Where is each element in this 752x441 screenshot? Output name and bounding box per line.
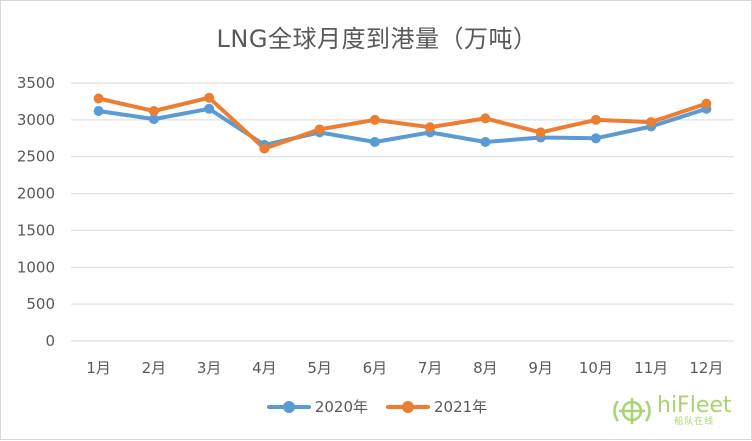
- y-tick-label: 500: [26, 295, 55, 313]
- data-point: [590, 133, 601, 144]
- series-line: [96, 95, 709, 151]
- data-point: [314, 124, 325, 135]
- data-point: [204, 103, 215, 114]
- legend-marker: [386, 400, 430, 413]
- watermark-brand: hiFleet: [657, 392, 732, 418]
- x-tick-label: 12月: [689, 359, 723, 377]
- watermark-subtitle: 船队在线: [674, 416, 715, 427]
- y-axis-ticks: 0 500 1000 1500 2000 2500 3000 3500: [17, 74, 55, 350]
- y-tick-label: 0: [45, 332, 55, 350]
- data-point: [480, 136, 491, 147]
- x-tick-label: 8月: [473, 359, 498, 377]
- y-tick-label: 1500: [17, 221, 55, 239]
- legend-item: 2020年: [266, 396, 368, 417]
- series-lines: [96, 95, 709, 151]
- y-tick-label: 1000: [17, 258, 55, 276]
- x-tick-label: 4月: [252, 359, 277, 377]
- x-tick-label: 1月: [86, 359, 111, 377]
- x-tick-label: 5月: [307, 359, 332, 377]
- x-tick-label: 7月: [418, 359, 443, 377]
- data-point: [148, 106, 159, 117]
- y-tick-label: 3000: [17, 111, 55, 129]
- legend: 2020年 2021年: [1, 396, 752, 417]
- globe-signal-icon: [613, 398, 651, 424]
- legend-label: 2020年: [314, 398, 368, 416]
- x-tick-label: 2月: [142, 359, 167, 377]
- x-axis-ticks: 1月 2月 3月 4月 5月 6月 7月 8月 9月 10月 11月 12月: [86, 359, 723, 377]
- series-points: [93, 92, 712, 154]
- data-point: [425, 122, 436, 133]
- data-point: [369, 114, 380, 125]
- x-tick-label: 11月: [634, 359, 668, 377]
- x-tick-label: 10月: [579, 359, 613, 377]
- data-point: [369, 136, 380, 147]
- data-point: [701, 98, 712, 109]
- data-point: [480, 113, 491, 124]
- legend-label: 2021年: [434, 398, 488, 416]
- data-point: [93, 106, 104, 117]
- data-point: [148, 114, 159, 125]
- data-point: [93, 93, 104, 104]
- data-point: [259, 143, 270, 154]
- legend-item: 2021年: [386, 396, 487, 417]
- y-tick-label: 2500: [17, 148, 55, 166]
- data-point: [204, 92, 215, 103]
- series-line: [96, 106, 709, 147]
- data-point: [646, 117, 657, 128]
- y-tick-label: 2000: [17, 185, 55, 203]
- y-tick-label: 3500: [17, 74, 55, 92]
- x-tick-label: 3月: [197, 359, 222, 377]
- x-tick-label: 6月: [363, 359, 388, 377]
- data-point: [535, 127, 546, 138]
- x-tick-label: 9月: [528, 359, 553, 377]
- hifleet-watermark: hiFleet 船队在线: [613, 389, 748, 433]
- chart-title: LNG全球月度到港量（万吨）: [216, 25, 538, 53]
- legend-marker: [266, 400, 311, 413]
- data-point: [590, 114, 601, 125]
